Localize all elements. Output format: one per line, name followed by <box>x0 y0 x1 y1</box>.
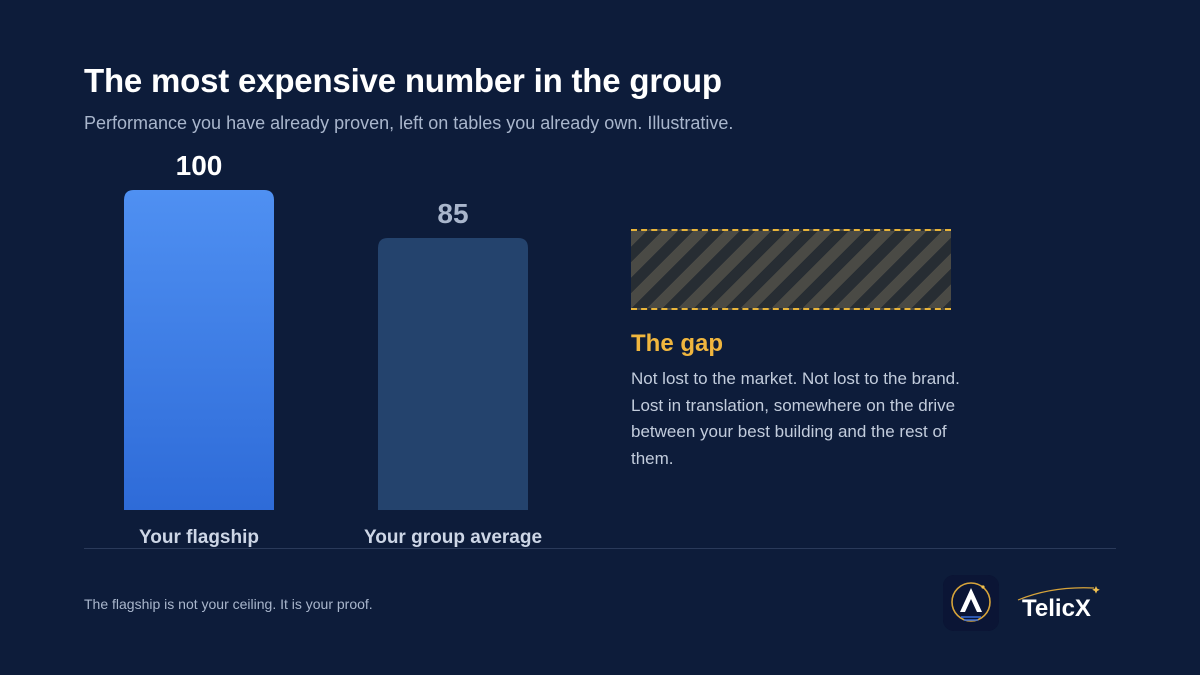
footer-divider <box>84 548 1116 549</box>
page-title: The most expensive number in the group <box>84 62 722 99</box>
page-subtitle: Performance you have already proven, lef… <box>84 113 734 133</box>
gap-description: Not lost to the market. Not lost to the … <box>631 369 960 468</box>
logo-text: TelicX <box>1022 595 1091 622</box>
gap-title: The gap <box>631 330 724 357</box>
telicx-logo: TelicX <box>1012 580 1122 630</box>
bar-1 <box>124 190 274 510</box>
bar-chart: 100 Your flagship 85 Your group average <box>124 150 542 548</box>
category-label-2: Your group average <box>364 527 542 548</box>
gap-hatched-band <box>631 229 951 310</box>
bar-value-label-1: 100 <box>176 150 223 181</box>
telicx-a-emblem-icon <box>943 575 999 631</box>
footer-note: The flagship is not your ceiling. It is … <box>84 596 373 612</box>
bar-value-label-2: 85 <box>437 198 468 229</box>
category-label-1: Your flagship <box>139 527 259 548</box>
bar-2 <box>378 238 528 510</box>
